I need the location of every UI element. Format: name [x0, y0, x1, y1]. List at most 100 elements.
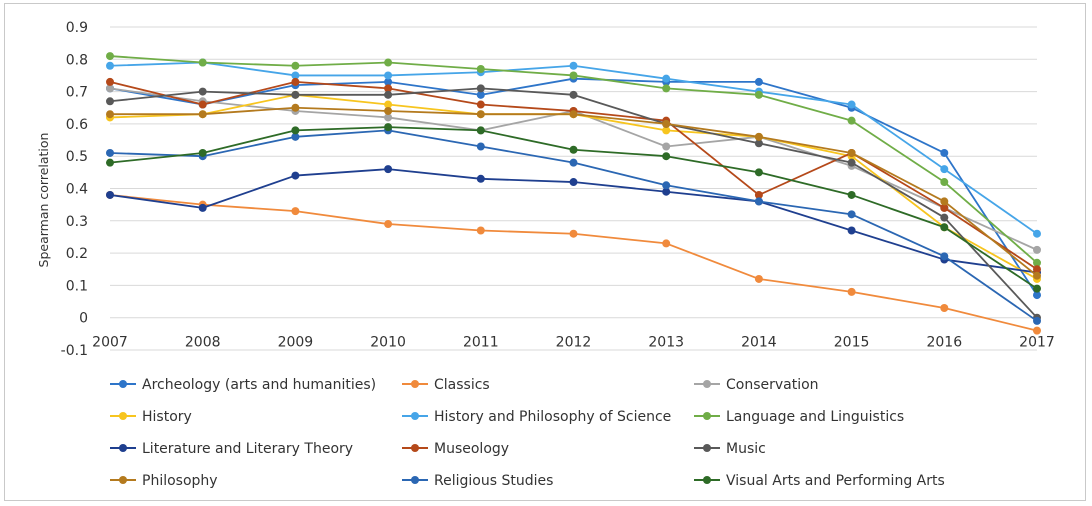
data-point — [940, 223, 949, 232]
x-tick-label: 2010 — [370, 335, 406, 351]
data-point — [291, 90, 300, 99]
y-tick-label: 0.1 — [66, 278, 88, 294]
x-tick-label: 2007 — [92, 335, 128, 351]
legend-label: Archeology (arts and humanities) — [142, 377, 376, 393]
y-axis-ticks: -0.1 0 0.1 0.2 0.3 0.4 0.5 0.6 0.7 0.8 0.9 — [61, 20, 88, 359]
x-tick-label: 2008 — [185, 335, 221, 351]
legend-item-history-and-philosophy-of-science: History and Philosophy of Science — [402, 409, 671, 425]
data-point — [940, 304, 949, 313]
legend-item-conservation: Conservation — [694, 377, 819, 393]
x-tick-label: 2015 — [834, 335, 870, 351]
data-point — [106, 77, 114, 86]
data-point — [106, 158, 114, 167]
legend-label: Music — [726, 441, 766, 457]
data-point — [940, 148, 949, 157]
legend-item-language-and-linguistics: Language and Linguistics — [694, 409, 904, 425]
data-point — [476, 64, 485, 73]
data-point — [291, 77, 300, 86]
data-point — [291, 103, 300, 112]
data-point — [384, 165, 393, 174]
data-point — [1033, 284, 1041, 293]
data-point — [940, 165, 949, 174]
data-point — [106, 61, 114, 70]
data-point — [106, 84, 114, 93]
data-point — [569, 229, 578, 238]
data-point — [384, 220, 393, 229]
data-point — [847, 158, 856, 167]
legend: Archeology (arts and humanities) Classics… — [110, 377, 945, 489]
y-tick-label: -0.1 — [61, 343, 88, 359]
legend-swatch-marker — [703, 380, 711, 388]
series-music — [106, 84, 1041, 322]
legend-item-literature-and-literary-theory: Literature and Literary Theory — [110, 441, 353, 457]
data-point — [1033, 316, 1041, 325]
data-point — [476, 142, 485, 151]
data-point — [384, 77, 393, 86]
x-tick-label: 2016 — [926, 335, 962, 351]
legend-label: Religious Studies — [434, 473, 553, 489]
data-point — [198, 110, 207, 119]
y-axis-title: Spearman correlation — [36, 133, 51, 268]
data-point — [106, 52, 114, 61]
series-line — [109, 194, 1038, 332]
data-point — [754, 77, 763, 86]
data-point — [476, 84, 485, 93]
y-tick-label: 0.3 — [66, 214, 88, 230]
data-point — [106, 97, 114, 106]
data-point — [1033, 265, 1041, 274]
data-point — [847, 226, 856, 235]
data-point — [569, 110, 578, 119]
data-point — [662, 126, 671, 135]
data-point — [476, 174, 485, 183]
data-point — [662, 239, 671, 248]
series-religious-studies — [106, 126, 1041, 325]
data-point — [198, 87, 207, 96]
data-point — [476, 226, 485, 235]
legend-label: Museology — [434, 441, 509, 457]
legend-label: History — [142, 409, 192, 425]
legend-label: Language and Linguistics — [726, 409, 904, 425]
legend-item-visual-arts-and-performing-arts: Visual Arts and Performing Arts — [694, 473, 945, 489]
data-point — [569, 90, 578, 99]
data-point — [754, 139, 763, 148]
data-point — [1033, 245, 1041, 254]
x-tick-label: 2017 — [1019, 335, 1055, 351]
data-point — [847, 287, 856, 296]
legend-label: Philosophy — [142, 473, 218, 489]
data-point — [476, 126, 485, 135]
data-point — [847, 116, 856, 125]
data-point — [384, 100, 393, 109]
data-point — [940, 213, 949, 222]
legend-item-museology: Museology — [402, 441, 509, 457]
y-tick-label: 0.8 — [66, 52, 88, 68]
data-point — [940, 178, 949, 187]
data-point — [662, 74, 671, 83]
data-point — [662, 152, 671, 161]
data-point — [106, 148, 114, 157]
series-history — [106, 90, 1041, 283]
legend-swatch-marker — [411, 380, 419, 388]
data-point — [1033, 229, 1041, 238]
data-point — [291, 61, 300, 70]
data-point — [384, 84, 393, 93]
data-point — [754, 168, 763, 177]
y-tick-label: 0.5 — [66, 149, 88, 165]
data-point — [384, 90, 393, 99]
legend-swatch-marker — [119, 380, 127, 388]
data-point — [569, 158, 578, 167]
data-point — [754, 190, 763, 199]
data-point — [940, 252, 949, 261]
data-point — [754, 274, 763, 283]
data-point — [754, 197, 763, 206]
x-tick-label: 2014 — [741, 335, 777, 351]
data-point — [847, 148, 856, 157]
y-tick-label: 0.2 — [66, 246, 88, 262]
y-tick-label: 0.6 — [66, 117, 88, 133]
legend-label: Literature and Literary Theory — [142, 441, 353, 457]
series-literature-and-literary-theory — [106, 165, 1041, 277]
legend-swatch-marker — [119, 476, 127, 484]
data-point — [754, 90, 763, 99]
data-point — [662, 187, 671, 196]
legend-item-history: History — [110, 409, 192, 425]
